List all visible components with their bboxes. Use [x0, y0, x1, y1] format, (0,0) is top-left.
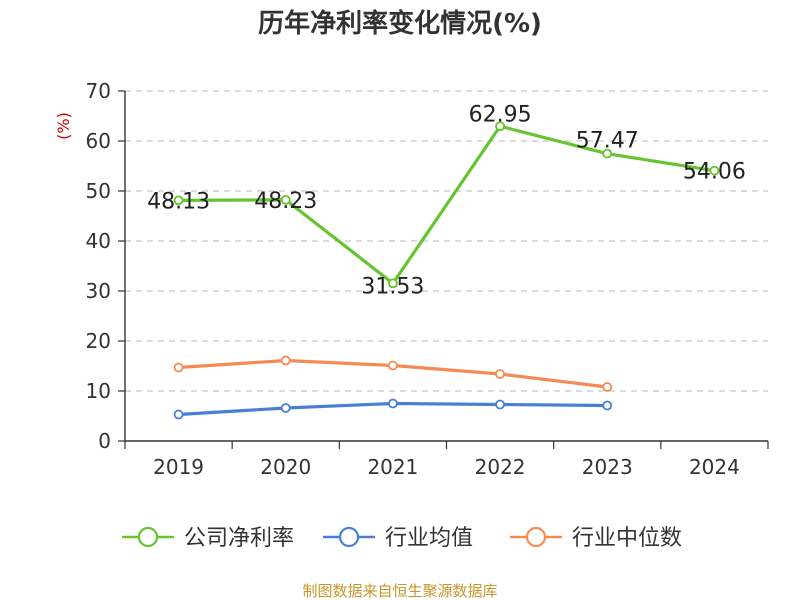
- data-label-2020: 48.23: [254, 189, 317, 214]
- y-tick-label-0: 0: [98, 429, 111, 453]
- series-0-point-2020: [280, 194, 291, 205]
- legend-label-2: 行业中位数: [572, 526, 682, 551]
- data-label-2019: 48.13: [147, 189, 210, 214]
- source-note: 制图数据来自恒生聚源数据库: [302, 582, 497, 600]
- series-1-point-2020: [280, 403, 291, 413]
- data-label-2021: 31.53: [361, 274, 424, 299]
- y-tick-label-50: 50: [86, 179, 111, 203]
- x-tick-label-2024: 2024: [689, 455, 740, 479]
- series-lines: [173, 121, 720, 420]
- y-tick-label-40: 40: [86, 229, 111, 253]
- series-1-point-2021: [388, 398, 398, 409]
- y-tick-label-60: 60: [86, 129, 111, 153]
- series-2-point-2021: [388, 360, 398, 371]
- series-2-point-2019: [173, 362, 184, 373]
- y-axis-unit: (%): [54, 112, 73, 140]
- y-tick-label-10: 10: [86, 379, 111, 403]
- series-0-point-2022: [495, 121, 505, 132]
- data-label-2024: 54.06: [683, 160, 746, 185]
- legend-marker-0: [137, 526, 159, 548]
- chart-title: 历年净利率变化情况(%): [258, 8, 542, 39]
- series-1-point-2023: [602, 400, 613, 411]
- x-tick-label-2022: 2022: [475, 455, 526, 479]
- x-tick-label-2019: 2019: [153, 455, 204, 479]
- series-0-point-2021: [388, 278, 398, 289]
- legend-marker-2: [525, 526, 547, 548]
- x-tick-label-2020: 2020: [260, 455, 311, 479]
- y-tick-label-20: 20: [86, 329, 111, 353]
- y-tick-label-70: 70: [86, 79, 111, 103]
- legend-label-1: 行业均值: [385, 526, 473, 551]
- series-1-point-2019: [173, 409, 184, 420]
- axes: 0 10 20 30 40 50 60 70 2019 2020 2021 2022 2023 2024: [86, 79, 769, 479]
- series-2-point-2020: [280, 355, 291, 366]
- data-label-2023: 57.47: [576, 129, 639, 154]
- series-1-point-2022: [495, 399, 505, 410]
- x-tick-label-2021: 2021: [367, 455, 418, 479]
- series-line-0: [178, 124, 715, 285]
- series-2-point-2023: [602, 382, 613, 392]
- data-label-2022: 62.95: [469, 102, 532, 127]
- grid-lines: [125, 90, 768, 392]
- y-tick-label-30: 30: [86, 279, 111, 303]
- data-labels: 48.13 48.23 31.53 62.95 57.47 54.06: [147, 102, 746, 299]
- series-0-point-2023: [602, 148, 613, 159]
- series-0-point-2019: [173, 195, 184, 206]
- series-2-point-2022: [495, 369, 505, 379]
- legend-marker-1: [338, 526, 360, 548]
- legend: 公司净利率 行业均值 行业中位数: [122, 526, 682, 551]
- legend-label-0: 公司净利率: [184, 526, 294, 551]
- x-tick-label-2023: 2023: [582, 455, 633, 479]
- series-0-point-2024: [709, 165, 720, 176]
